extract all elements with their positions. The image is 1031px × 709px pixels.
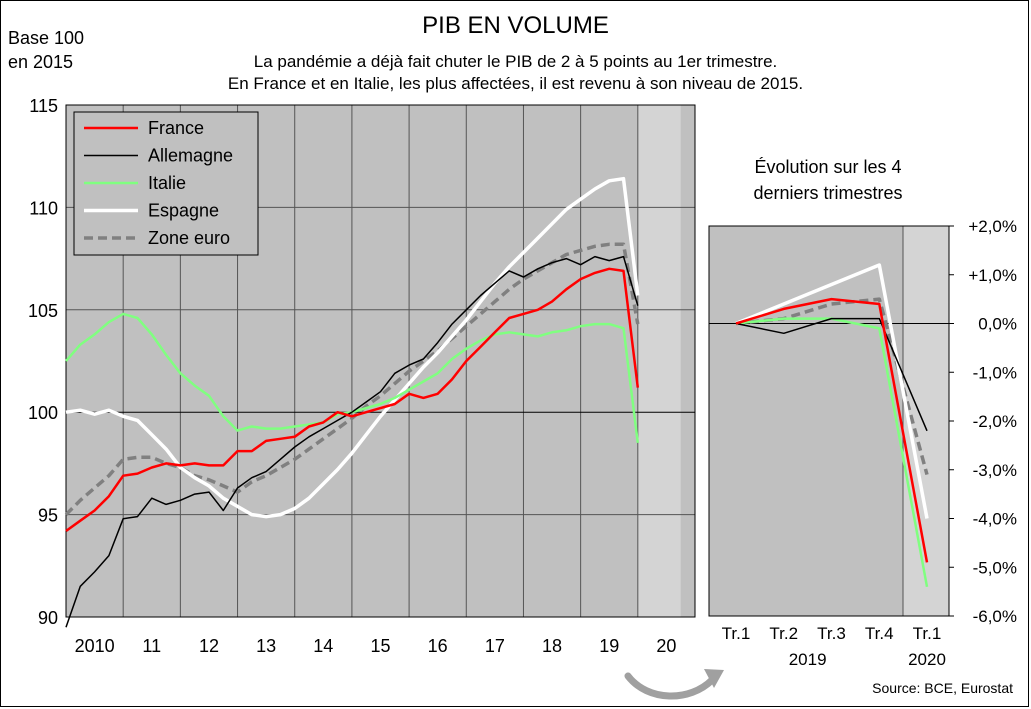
- left-series-zone-euro: [64, 242, 640, 516]
- left-x-tick-label: 17: [485, 636, 505, 656]
- left-series-espagne: [65, 176, 640, 519]
- chart-title: PIB EN VOLUME: [422, 12, 609, 39]
- right-x-tick-label: Tr.3: [817, 624, 846, 643]
- left-series-allemagne: [65, 255, 639, 628]
- right-y-tick-label: -5,0%: [973, 558, 1017, 577]
- left-y-tick-label: 100: [28, 403, 58, 423]
- left-y-tick-label: 105: [28, 301, 58, 321]
- right-y-tick-label: -4,0%: [973, 510, 1017, 529]
- left-x-tick-label: 20: [656, 636, 676, 656]
- left-x-tick-label: 11: [142, 636, 161, 656]
- source-note: Source: BCE, Eurostat: [872, 680, 1013, 696]
- right-y-tick-label: +2,0%: [968, 217, 1017, 236]
- left-y-tick-label: 115: [29, 96, 58, 116]
- left-x-tick-label: 2010: [75, 636, 115, 656]
- left-x-tick-label: 14: [313, 636, 333, 656]
- left-series-france: [65, 267, 640, 533]
- curved-arrow-head: [704, 669, 724, 688]
- left-highlight-band: [637, 105, 681, 617]
- right-y-tick-label: -6,0%: [973, 607, 1017, 626]
- right-y-tick-label: -1,0%: [973, 363, 1017, 382]
- right-y-tick-label: -2,0%: [973, 412, 1017, 431]
- right-chart-title-line2: derniers trimestres: [753, 183, 903, 203]
- right-x-tick-label: Tr.1: [722, 624, 751, 643]
- left-x-tick-label: 19: [599, 636, 619, 656]
- legend-label-france: France: [148, 118, 204, 138]
- base-label-line1: Base 100: [8, 28, 85, 48]
- base-label-line2: en 2015: [8, 52, 74, 72]
- left-x-tick-label: 16: [428, 636, 448, 656]
- left-y-tick-label: 95: [38, 506, 58, 526]
- right-x-tick-label: Tr.4: [865, 624, 894, 643]
- left-y-tick-label: 90: [38, 608, 58, 628]
- legend-label-allemagne: Allemagne: [148, 146, 233, 166]
- right-x-tick-label: Tr.1: [913, 624, 942, 643]
- legend-label-zone-euro: Zone euro: [148, 228, 230, 248]
- right-y-tick-label: -3,0%: [973, 461, 1017, 480]
- right-year-label: 2019: [789, 650, 827, 669]
- right-x-tick-label: Tr.2: [769, 624, 798, 643]
- right-y-tick-label: 0,0%: [978, 315, 1017, 334]
- right-year-label: 2020: [908, 650, 946, 669]
- left-y-tick-label: 110: [29, 198, 58, 218]
- legend-label-espagne: Espagne: [148, 201, 219, 221]
- right-series-france: [735, 297, 929, 563]
- right-series-allemagne: [735, 317, 928, 432]
- left-x-tick-label: 15: [370, 636, 390, 656]
- left-x-tick-label: 12: [199, 636, 219, 656]
- right-plot-area-2019: [709, 226, 903, 616]
- legend-label-italie: Italie: [148, 173, 186, 193]
- chart-subtitle-line2: En France et en Italie, les plus affecté…: [227, 74, 804, 93]
- chart-subtitle-line1: La pandémie a déjà fait chuter le PIB de…: [253, 52, 778, 71]
- right-chart-title-line1: Évolution sur les 4: [754, 157, 902, 177]
- left-x-tick-label: 18: [542, 636, 562, 656]
- curved-arrow: [624, 672, 716, 700]
- right-series-espagne: [735, 263, 929, 519]
- left-x-tick-label: 13: [256, 636, 276, 656]
- right-y-tick-label: +1,0%: [968, 266, 1017, 285]
